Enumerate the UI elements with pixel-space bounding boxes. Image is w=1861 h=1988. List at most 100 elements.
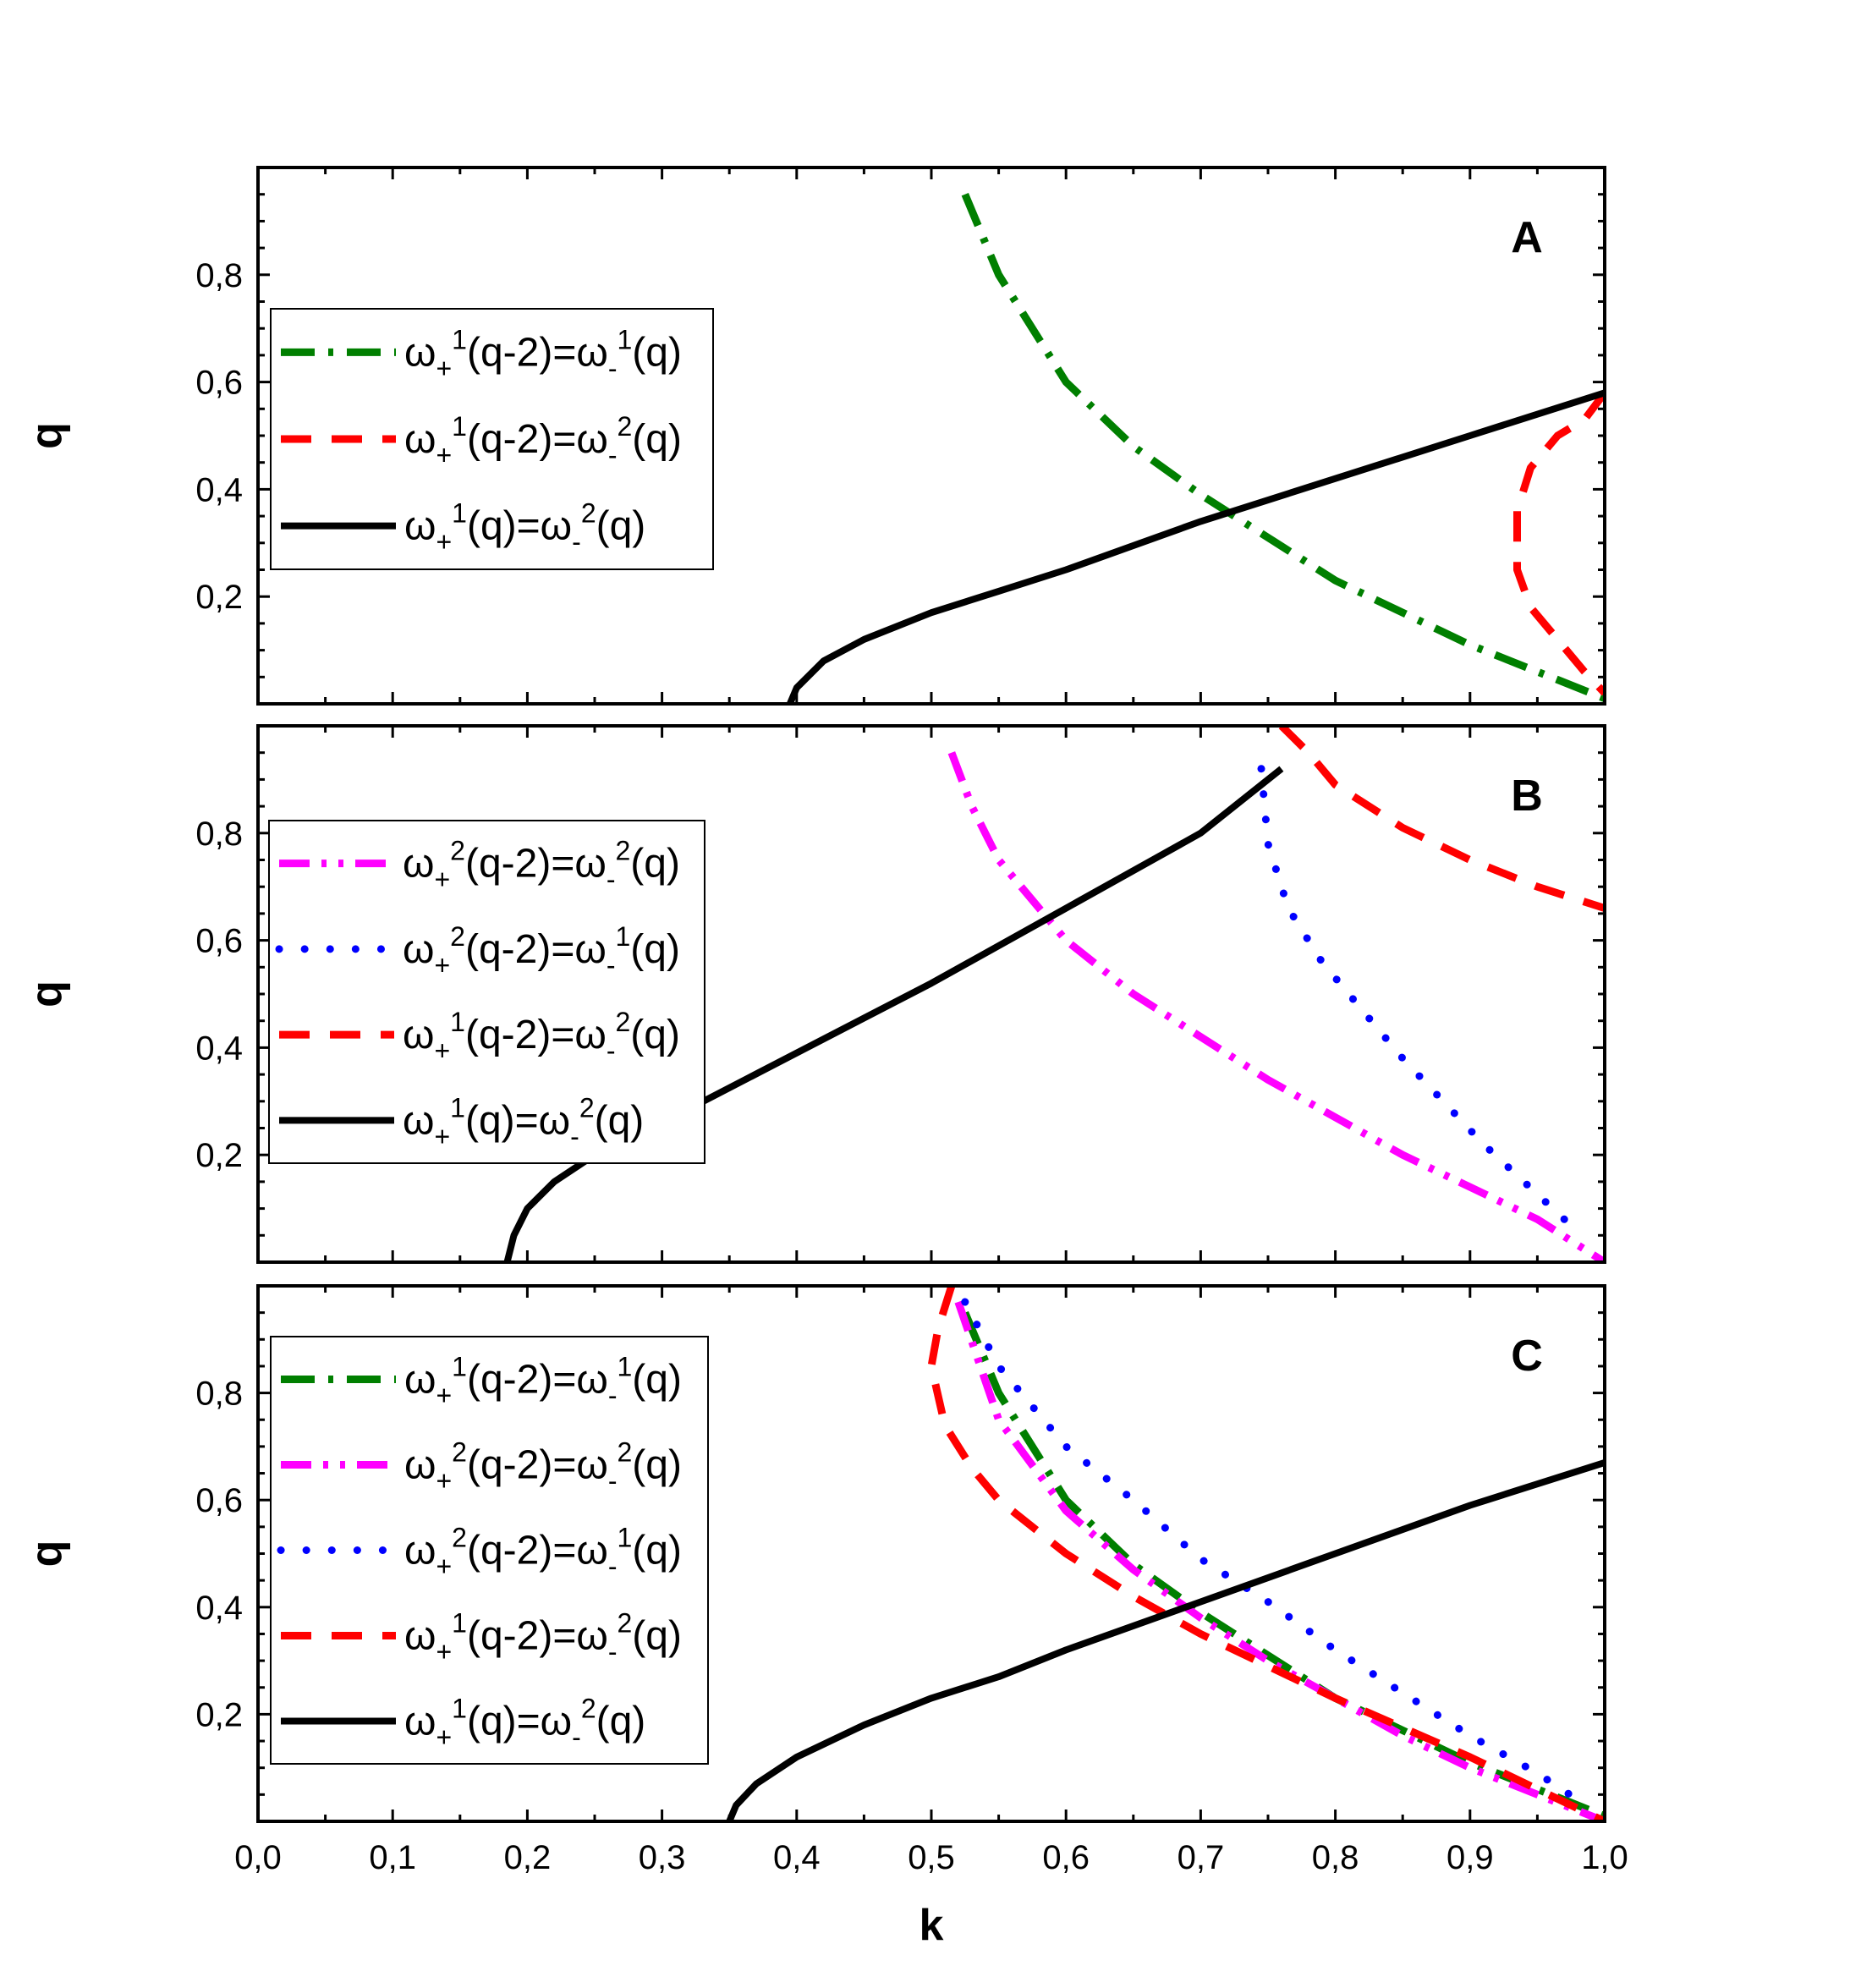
legend-text-part: ω (539, 1098, 570, 1143)
legend-script: - (572, 1722, 581, 1753)
legend-script: + (434, 950, 450, 980)
legend: ω+1(q-2)=ω-1(q) ω+1(q-2)=ω-2(q) ω+1(q)=ω-2… (270, 308, 714, 570)
x-axis-title: k (920, 1901, 944, 1950)
legend-text-part: (q-2)= (467, 1358, 576, 1403)
x-tick-label: 0,5 (908, 1839, 955, 1876)
legend-label: ω+2(q-2)=ω-2(q) (404, 1437, 682, 1496)
x-tick-label: 0,8 (1312, 1839, 1359, 1876)
legend-script: - (608, 1466, 618, 1496)
legend-text-part: ω (404, 1529, 436, 1573)
legend-text-part: ω (404, 1700, 436, 1744)
y-tick-label: 0,8 (195, 257, 243, 294)
legend-script: - (608, 1637, 618, 1667)
legend-script: 1 (452, 411, 467, 442)
panel-B: 0,20,40,60,8qBω+2(q-2)=ω-2(q)ω+2(q-2)=ω-… (22, 724, 1606, 1264)
panel-label: A (1511, 213, 1543, 262)
legend-text-part: (q) (632, 1614, 682, 1659)
legend-script: 1 (617, 324, 632, 354)
series-line-solid (787, 389, 1605, 704)
legend-text-part: (q) (596, 1700, 646, 1744)
legend-text-part: (q)= (465, 1098, 539, 1143)
legend-script: 2 (617, 1608, 632, 1639)
x-tick-label: 0,1 (369, 1839, 416, 1876)
legend-label: ω+2(q-2)=ω-2(q) (403, 836, 680, 895)
legend-text-part: ω (576, 1614, 607, 1659)
legend-text-part: ω (404, 417, 436, 462)
legend-label: ω+2(q-2)=ω-1(q) (404, 1523, 682, 1582)
legend-label: ω+1(q)=ω-2(q) (404, 498, 645, 557)
series-line-solid (726, 1459, 1605, 1821)
legend-script: 2 (452, 1437, 467, 1468)
legend-text-part: ω (576, 1443, 607, 1488)
legend-text-part: (q) (632, 417, 682, 462)
legend-script: + (434, 1035, 450, 1066)
legend-text-part: (q) (595, 1098, 645, 1143)
legend-script: 1 (615, 921, 630, 952)
series-group (787, 192, 1605, 704)
legend-text-part: (q) (632, 1443, 682, 1488)
legend-script: + (436, 1722, 452, 1753)
legend-script: 1 (450, 1092, 465, 1123)
y-tick-label: 0,4 (195, 1030, 243, 1067)
legend-text-part: (q) (596, 504, 646, 549)
legend-text-part: (q-2)= (465, 927, 574, 972)
legend-script: - (607, 950, 616, 980)
legend-script: 2 (615, 1007, 630, 1037)
y-tick-label: 0,2 (195, 1137, 243, 1174)
legend-text-part: (q)= (467, 504, 541, 549)
legend-text-part: ω (576, 1529, 607, 1573)
legend-text-part: (q-2)= (465, 1013, 574, 1057)
legend-text-part: (q) (630, 842, 680, 887)
plot-frame (256, 166, 1606, 706)
legend-script: 1 (617, 1352, 632, 1382)
x-tick-label: 0,9 (1447, 1839, 1494, 1876)
series-line-dash-dot (961, 1310, 1605, 1820)
legend-script: 2 (581, 1694, 596, 1724)
legend-script: 1 (617, 1523, 632, 1553)
legend-text-part: ω (541, 504, 572, 549)
legend-script: 2 (617, 411, 632, 442)
series-line-dash-dot-dot (954, 1300, 1605, 1821)
legend-text-part: (q-2)= (467, 1529, 576, 1573)
x-tick-label: 0,2 (504, 1839, 552, 1876)
legend-text-part: (q) (630, 927, 680, 972)
legend-text-part: ω (574, 1013, 606, 1057)
legend-text-part: ω (574, 927, 606, 972)
legend-script: + (434, 865, 450, 895)
legend-text-part: (q)= (467, 1700, 541, 1744)
legend-text-part: ω (404, 1614, 436, 1659)
legend-script: 1 (452, 324, 467, 354)
legend-label: ω+1(q)=ω-2(q) (403, 1092, 644, 1151)
legend-text-part: (q-2)= (467, 1614, 576, 1659)
legend-script: 2 (581, 498, 596, 529)
y-axis-title: q (22, 980, 71, 1008)
legend-script: - (572, 527, 581, 557)
y-axis-title: q (22, 1540, 71, 1568)
y-tick-label: 0,6 (195, 1482, 243, 1519)
legend: ω+2(q-2)=ω-2(q)ω+2(q-2)=ω-1(q)ω+1(q-2)=ω… (268, 820, 705, 1164)
y-tick-label: 0,8 (195, 816, 243, 853)
legend-script: 2 (450, 836, 465, 866)
legend-script: 1 (452, 1352, 467, 1382)
legend-script: + (436, 1381, 452, 1411)
legend-label: ω+1(q-2)=ω-2(q) (403, 1007, 680, 1066)
y-tick-label: 0,2 (195, 579, 243, 616)
legend-script: + (436, 1637, 452, 1667)
legend-script: 1 (452, 1608, 467, 1639)
legend-script: 1 (450, 1007, 465, 1037)
legend: ω+1(q-2)=ω-1(q)ω+2(q-2)=ω-2(q)ω+2(q-2)=ω… (270, 1336, 709, 1765)
legend-text-part: ω (403, 927, 434, 972)
legend-text-part: ω (576, 417, 607, 462)
legend-label: ω+1(q-2)=ω-1(q) (404, 324, 682, 383)
legend-script: 2 (617, 1437, 632, 1468)
legend-script: 2 (452, 1523, 467, 1553)
legend-text-part: (q) (632, 1358, 682, 1403)
legend-label: ω+1(q-2)=ω-2(q) (404, 411, 682, 470)
x-tick-label: 0,3 (639, 1839, 686, 1876)
y-tick-label: 0,4 (195, 471, 243, 508)
legend-box (268, 820, 705, 1164)
legend-script: - (570, 1121, 579, 1151)
legend-text-part: (q) (632, 1529, 682, 1573)
legend-text-part: ω (403, 842, 434, 887)
panel-C: 0,2 0,4 0,6 0,8 0,0 0,1 0,2 0,3 0,4 0,5 0,6 0,7 0,8 0… (22, 1284, 1628, 1950)
